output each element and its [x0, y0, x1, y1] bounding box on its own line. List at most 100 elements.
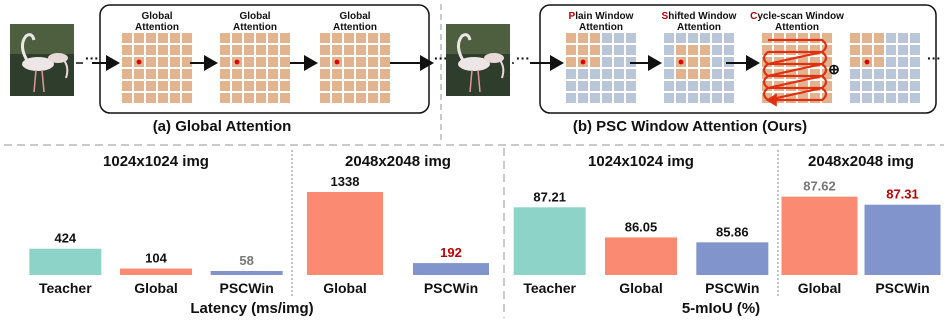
grid-cell [146, 93, 156, 103]
grid-cell [244, 93, 254, 103]
grid-cell [626, 33, 636, 43]
grid-cell [774, 45, 784, 55]
grid-cell [368, 81, 378, 91]
scan-line [762, 38, 828, 107]
grid-cell [862, 69, 872, 79]
grid-cell [344, 33, 354, 43]
grid-cell [256, 45, 266, 55]
grid-cell [356, 45, 366, 55]
global-attention-grid [122, 33, 192, 103]
grid-cell [232, 81, 242, 91]
grid-cell [134, 93, 144, 103]
chart-title: 1024x1024 img [103, 153, 209, 170]
grid-cell [280, 45, 290, 55]
grid-cell [862, 93, 872, 103]
grid-cell [874, 33, 884, 43]
grid-cell [626, 93, 636, 103]
grid-cell [798, 93, 808, 103]
grid-cell [220, 69, 230, 79]
latency-caption: Latency (ms/img) [190, 300, 313, 317]
grid-cell [182, 81, 192, 91]
grid-cell [910, 33, 920, 43]
bar-value-label: 87.62 [803, 179, 836, 194]
dividers [4, 4, 944, 318]
grid-cell [862, 81, 872, 91]
grid-cell [664, 93, 674, 103]
category-label: PSCWin [705, 280, 759, 296]
grid-cell [724, 69, 734, 79]
caption-b: (b) PSC Window Attention (Ours) [573, 118, 807, 135]
grid-cell [332, 69, 342, 79]
grid-cell [380, 69, 390, 79]
grid-cell [158, 33, 168, 43]
query-token-dot [678, 59, 684, 65]
grid-cell [220, 45, 230, 55]
stage-label-rest: hifted Window [668, 11, 736, 22]
grid-cell [170, 33, 180, 43]
bar-value-label: 87.21 [533, 189, 566, 204]
grid-cell [688, 93, 698, 103]
grid-cell [232, 33, 242, 43]
chart-title: 2048x2048 img [808, 153, 914, 170]
grid-cell [786, 69, 796, 79]
grid-cell [712, 93, 722, 103]
grid-cell [724, 45, 734, 55]
grid-cell [712, 57, 722, 67]
grid-cell [122, 57, 132, 67]
grid-cell [566, 45, 576, 55]
grid-cell [886, 81, 896, 91]
grid-cell [700, 33, 710, 43]
grid-cell [320, 57, 330, 67]
chart-title: 1024x1024 img [588, 153, 694, 170]
grid-cell [170, 45, 180, 55]
grid-cell [170, 69, 180, 79]
grid-cell [898, 45, 908, 55]
stage-label-a: Attention [233, 22, 277, 33]
grid-cell [614, 57, 624, 67]
stage-label-a: Attention [333, 22, 377, 33]
grid-cell [810, 57, 820, 67]
grid-cell [344, 81, 354, 91]
grid-cell [368, 45, 378, 55]
grid-cell [676, 81, 686, 91]
grid-cell [724, 81, 734, 91]
grid-cell [602, 57, 612, 67]
grid-cell [724, 33, 734, 43]
grid-cell [850, 69, 860, 79]
bar-pscwin [864, 204, 941, 275]
grid-cell [886, 93, 896, 103]
grid-cell [850, 57, 860, 67]
plus-icon: ⊕ [828, 61, 840, 77]
stage-label-a: Global [239, 11, 270, 22]
grid-cell [712, 69, 722, 79]
grid-cell [380, 33, 390, 43]
grid-cell [280, 57, 290, 67]
grid-cell [566, 93, 576, 103]
grid-cell [368, 57, 378, 67]
grid-cell [874, 93, 884, 103]
panel-a: ··· ··· GlobalAttentionGlobalAttentionGl… [10, 4, 448, 135]
stage-label-b-line2: Attention [775, 22, 819, 33]
grid-cell [898, 57, 908, 67]
grid-cell [356, 57, 366, 67]
grid-cell [280, 81, 290, 91]
stage-label-rest: lain Window [575, 11, 633, 22]
grid-cell [862, 45, 872, 55]
grid-cell [380, 93, 390, 103]
category-label: Global [798, 280, 842, 296]
chart-title: 2048x2048 img [345, 153, 451, 170]
grid-cell [158, 81, 168, 91]
grid-cell [874, 45, 884, 55]
grid-cell [712, 81, 722, 91]
grid-cell [578, 33, 588, 43]
grid-cell [700, 69, 710, 79]
grid-cell [122, 93, 132, 103]
grid-cell [332, 93, 342, 103]
grid-cell [244, 33, 254, 43]
grid-cell [626, 69, 636, 79]
grid-cell [256, 93, 266, 103]
flamingo-image-a [10, 24, 74, 96]
grid-cell [332, 45, 342, 55]
bar-value-label: 86.05 [625, 219, 658, 234]
stage-label-b: Shifted Window [662, 11, 737, 22]
